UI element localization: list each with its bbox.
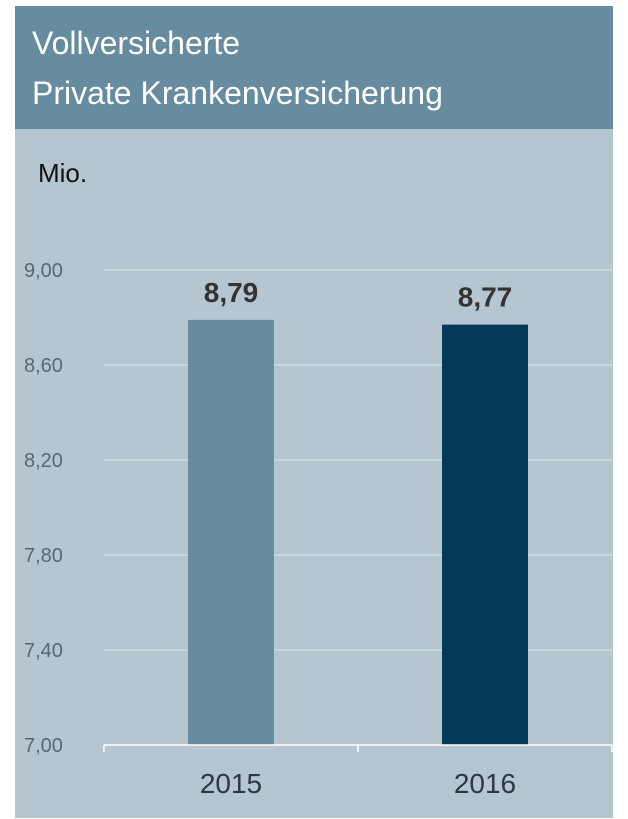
y-tick-label: 8,60 [24, 355, 63, 377]
value-label: 8,79 [204, 277, 259, 308]
y-tick-label: 7,40 [24, 640, 63, 662]
y-tick-label: 7,00 [24, 735, 63, 757]
chart-title-line-1: Vollversicherte [32, 25, 241, 61]
y-axis-unit-label: Mio. [38, 158, 88, 188]
category-labels: 2015 2016 [200, 768, 516, 799]
chart-header: Vollversicherte Private Krankenversicher… [15, 6, 613, 129]
y-tick-label: 7,80 [24, 545, 63, 567]
value-label: 8,77 [458, 282, 513, 313]
bar-2016 [442, 324, 528, 745]
chart-title-line-2: Private Krankenversicherung [32, 75, 443, 111]
x-tick-label: 2016 [454, 768, 516, 799]
bars [188, 319, 528, 745]
value-labels: 8,79 8,77 [204, 277, 513, 313]
y-axis-ticks: 7,00 7,40 7,80 8,20 8,60 9,00 [24, 260, 63, 757]
x-axis [103, 744, 613, 752]
y-tick-label: 9,00 [24, 260, 63, 282]
y-tick-label: 8,20 [24, 450, 63, 472]
bar-2015 [188, 319, 274, 745]
gridlines [104, 269, 612, 651]
x-tick-label: 2015 [200, 768, 262, 799]
